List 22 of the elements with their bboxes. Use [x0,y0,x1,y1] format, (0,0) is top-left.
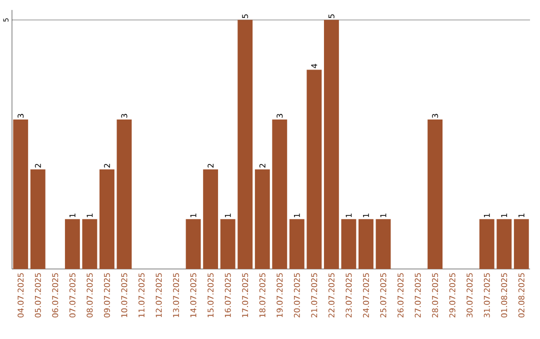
bar [272,120,288,270]
bar [324,20,339,270]
bar [496,219,512,270]
bar [254,170,270,270]
bar [116,120,132,270]
bar [186,219,201,270]
bar [289,219,304,270]
bar [220,219,236,270]
bar [99,170,114,270]
bar [238,20,253,270]
bar [479,219,494,270]
bar [428,120,443,270]
bar [203,170,218,270]
bar [306,70,322,270]
bar [358,219,374,270]
bar [13,120,28,270]
bar [64,219,80,270]
bar [30,170,46,270]
bar [514,219,529,270]
bar [341,219,356,270]
bar [82,219,98,270]
bar [376,219,391,270]
